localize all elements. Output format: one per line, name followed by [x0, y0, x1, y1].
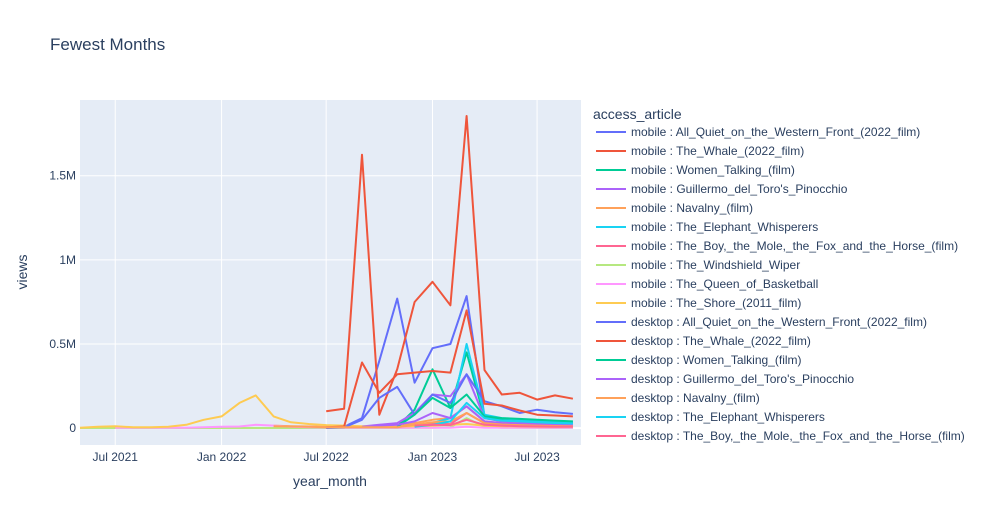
legend-item: desktop : Women_Talking_(film): [631, 353, 802, 367]
series-line-14: [273, 412, 573, 429]
y-tick-label: 1M: [59, 253, 76, 267]
y-axis-title: views: [14, 254, 30, 289]
y-tick-label: 1.5M: [49, 169, 76, 183]
legend-title: access_article: [593, 106, 682, 122]
x-tick-labels: Jul 2021 Jan 2022 Jul 2022 Jan 2023 Jul 2023: [93, 450, 561, 464]
y-tick-labels: 0 0.5M 1M 1.5M: [49, 169, 76, 435]
series-lines: [79, 115, 574, 429]
x-tick-label: Jul 2022: [303, 450, 349, 464]
series-line-16: [414, 418, 573, 428]
series-line-12: [396, 393, 573, 428]
legend-item: mobile : Women_Talking_(film): [631, 163, 795, 177]
x-tick-label: Jan 2023: [408, 450, 458, 464]
legend-item: desktop : The_Elephant_Whisperers: [631, 410, 825, 424]
legend-item: desktop : The_Whale_(2022_film): [631, 334, 811, 348]
legend-item: mobile : Guillermo_del_Toro's_Pinocchio: [631, 182, 848, 196]
legend-item: desktop : Navalny_(film): [631, 391, 760, 405]
series-line-10: [326, 373, 573, 429]
series-line-11: [326, 309, 573, 429]
series-line-15: [414, 401, 573, 428]
legend-item: mobile : The_Whale_(2022_film): [631, 144, 804, 158]
legend-item: mobile : The_Elephant_Whisperers: [631, 220, 818, 234]
x-tick-label: Jan 2022: [197, 450, 247, 464]
x-tick-label: Jul 2021: [93, 450, 139, 464]
legend-items: mobile : All_Quiet_on_the_Western_Front_…: [596, 125, 965, 443]
legend-item: desktop : Guillermo_del_Toro's_Pinocchio: [631, 372, 854, 386]
chart-title: Fewest Months: [50, 35, 165, 54]
legend-item: mobile : The_Windshield_Wiper: [631, 258, 800, 272]
legend: access_article mobile : All_Quiet_on_the…: [593, 106, 965, 443]
x-axis-title: year_month: [293, 473, 367, 489]
legend-item: desktop : The_Boy,_the_Mole,_the_Fox_and…: [631, 429, 965, 443]
series-line-13: [361, 405, 573, 428]
legend-item: mobile : The_Queen_of_Basketball: [631, 277, 818, 291]
series-line-1: [326, 115, 574, 416]
x-tick-label: Jul 2023: [514, 450, 560, 464]
y-tick-label: 0.5M: [49, 337, 76, 351]
y-tick-label: 0: [69, 421, 76, 435]
legend-item: mobile : Navalny_(film): [631, 201, 753, 215]
x-gridlines: [114, 100, 538, 445]
legend-item: mobile : All_Quiet_on_the_Western_Front_…: [631, 125, 920, 139]
legend-item: mobile : The_Boy,_the_Mole,_the_Fox_and_…: [631, 239, 958, 253]
legend-item: mobile : The_Shore_(2011_film): [631, 296, 801, 310]
legend-item: desktop : All_Quiet_on_the_Western_Front…: [631, 315, 927, 329]
